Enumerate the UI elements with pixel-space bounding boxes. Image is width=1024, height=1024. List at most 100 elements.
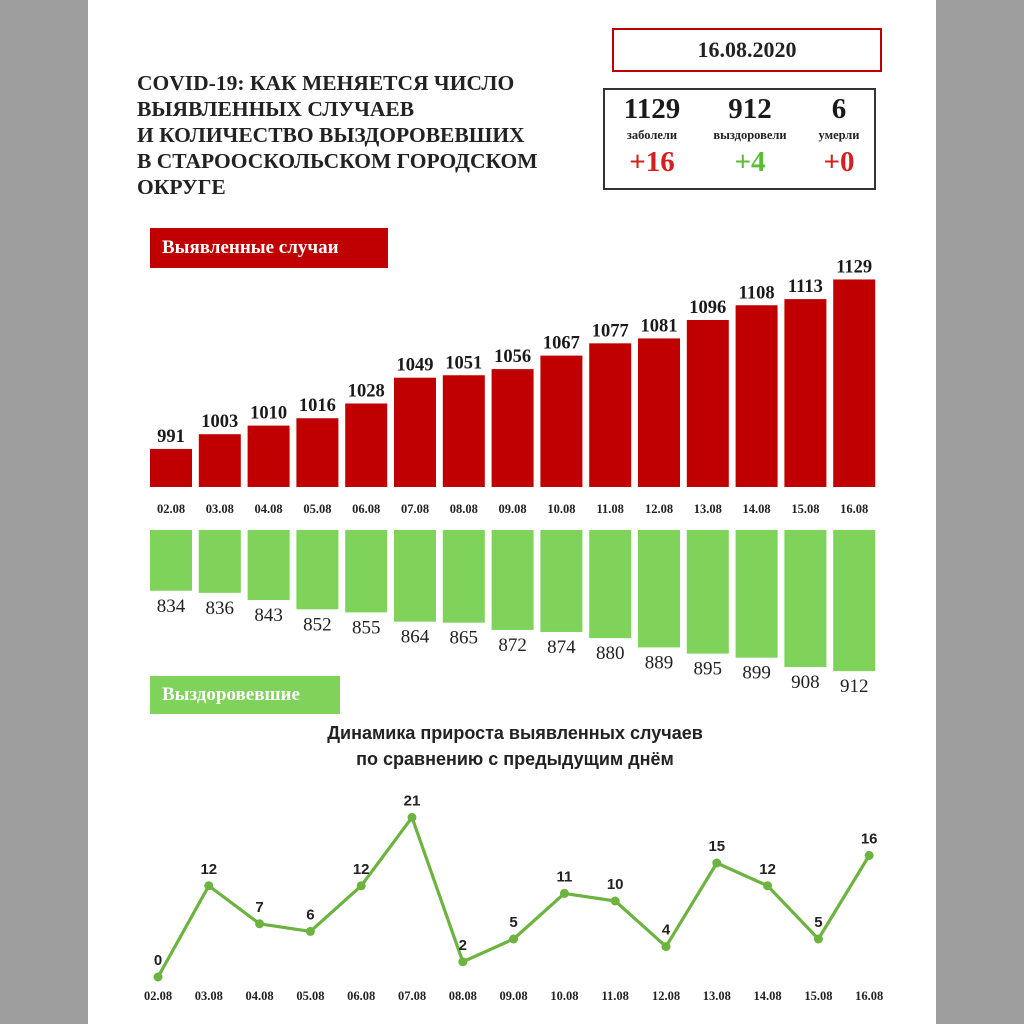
recovered-bar <box>686 530 729 654</box>
cases-bar-label: 1108 <box>739 283 775 303</box>
cases-bar-label: 1077 <box>592 321 629 341</box>
cases-date-label: 16.08 <box>840 502 868 516</box>
recovered-bar <box>442 530 485 623</box>
cases-date-label: 02.08 <box>157 502 185 516</box>
recovered-bar-label: 874 <box>547 637 576 658</box>
recovered-bar-label: 872 <box>498 635 527 656</box>
cases-date-label: 09.08 <box>499 502 527 516</box>
growth-date-label: 14.08 <box>754 989 782 1003</box>
cases-bar-label: 1056 <box>494 347 531 367</box>
growth-point <box>458 957 468 967</box>
title-line: И КОЛИЧЕСТВО ВЫЗДОРОВЕВШИХ <box>137 123 525 147</box>
recovered-bar-label: 836 <box>206 598 235 619</box>
growth-point-label: 16 <box>861 830 878 847</box>
cases-bar <box>296 418 339 487</box>
stat-deaths-label: умерли <box>818 128 860 142</box>
date-box: 16.08.2020 <box>612 28 882 72</box>
title-line: В СТАРООСКОЛЬСКОМ ГОРОДСКОМ <box>137 149 538 173</box>
page-title: COVID-19: КАК МЕНЯЕТСЯ ЧИСЛО ВЫЯВЛЕННЫХ … <box>137 70 577 200</box>
cases-bar-label: 1049 <box>397 356 434 376</box>
recovered-bar-label: 908 <box>791 672 820 693</box>
cases-bar <box>150 448 192 487</box>
recovered-bar-label: 864 <box>401 627 430 648</box>
growth-point-label: 11 <box>556 868 572 885</box>
growth-date-label: 16.08 <box>855 989 883 1003</box>
cases-bar <box>540 355 583 487</box>
growth-point <box>356 881 366 891</box>
recovered-bar <box>247 530 290 601</box>
cases-bar <box>247 425 290 487</box>
stat-deaths-value: 6 <box>831 93 847 125</box>
growth-date-label: 10.08 <box>550 989 578 1003</box>
stat-cases-label: заболели <box>626 128 678 142</box>
line-chart-title: Динамика прироста выявленных случаев по … <box>200 720 830 772</box>
cases-bar <box>198 434 241 487</box>
stat-cases: 1129 заболели +16 <box>609 92 695 180</box>
growth-point <box>559 888 569 898</box>
growth-date-label: 11.08 <box>601 989 628 1003</box>
cases-date-label: 05.08 <box>303 502 331 516</box>
stat-recovered-delta: +4 <box>734 146 766 178</box>
title-line: ВЫЯВЛЕННЫХ СЛУЧАЕВ <box>137 97 415 121</box>
growth-point-label: 6 <box>306 906 314 923</box>
growth-date-label: 05.08 <box>296 989 324 1003</box>
infographic-sheet <box>88 0 936 1024</box>
recovered-bar <box>491 530 534 630</box>
cases-bar <box>491 369 534 487</box>
cases-bar <box>442 375 485 487</box>
growth-point <box>204 881 214 891</box>
recovered-bar-label: 880 <box>596 643 625 664</box>
recovered-bar-label: 855 <box>352 617 381 638</box>
cases-date-label: 14.08 <box>743 502 771 516</box>
cases-date-label: 07.08 <box>401 502 429 516</box>
recovered-bar <box>784 530 827 667</box>
stats-box: 1129 заболели +16 912 выздоровели +4 6 у… <box>603 88 876 190</box>
growth-date-label: 08.08 <box>449 989 477 1003</box>
cases-bar-label: 1067 <box>543 334 580 354</box>
cases-bar <box>638 338 680 487</box>
growth-point-label: 2 <box>459 937 467 954</box>
cases-date-label: 03.08 <box>206 502 234 516</box>
stat-deaths: 6 умерли +0 <box>805 92 873 180</box>
growth-point <box>255 919 265 929</box>
recovered-bar <box>589 530 632 639</box>
growth-point <box>763 881 773 891</box>
recovered-bar-label: 865 <box>450 628 479 649</box>
cases-date-label: 12.08 <box>645 502 673 516</box>
title-line: COVID-19: КАК МЕНЯЕТСЯ ЧИСЛО <box>137 71 515 95</box>
recovered-bar-label: 895 <box>694 659 723 680</box>
cases-bar-label: 991 <box>157 427 185 447</box>
growth-date-label: 13.08 <box>703 989 731 1003</box>
recovered-bar <box>735 530 778 658</box>
recovered-bar-label: 834 <box>157 596 186 617</box>
growth-date-label: 09.08 <box>500 989 528 1003</box>
growth-point <box>813 934 823 944</box>
growth-point-label: 5 <box>814 914 822 931</box>
cases-date-label: 04.08 <box>255 502 283 516</box>
cases-bar <box>686 319 729 487</box>
cases-bar <box>784 299 827 487</box>
recovered-bar-label: 889 <box>645 652 674 673</box>
growth-date-label: 03.08 <box>195 989 223 1003</box>
cases-date-label: 08.08 <box>450 502 478 516</box>
growth-date-label: 12.08 <box>652 989 680 1003</box>
cases-date-label: 06.08 <box>352 502 380 516</box>
growth-point-label: 5 <box>509 914 517 931</box>
growth-point-label: 21 <box>404 792 421 809</box>
growth-point-label: 15 <box>708 838 725 855</box>
stat-recovered-label: выздоровели <box>713 128 787 142</box>
cases-bar-label: 1051 <box>445 353 482 373</box>
cases-date-label: 13.08 <box>694 502 722 516</box>
growth-date-label: 15.08 <box>804 989 832 1003</box>
stat-deaths-delta: +0 <box>823 146 855 178</box>
growth-point <box>153 972 163 982</box>
stat-recovered: 912 выздоровели +4 <box>697 92 803 180</box>
recovered-bar <box>540 530 583 632</box>
cases-bar-label: 1129 <box>836 257 872 277</box>
recovered-bar <box>394 530 436 622</box>
cases-date-label: 15.08 <box>791 502 819 516</box>
growth-line <box>156 815 871 978</box>
growth-point-label: 4 <box>662 922 671 939</box>
growth-point-label: 12 <box>200 861 217 878</box>
